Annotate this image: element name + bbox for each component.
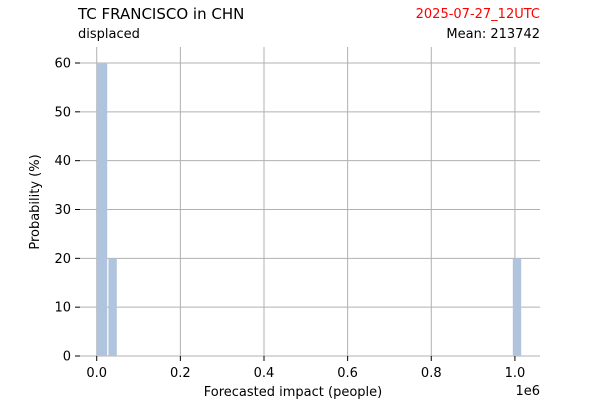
forecast-date: 2025-07-27_12UTC <box>415 7 540 22</box>
y-tick-label: 10 <box>54 301 71 316</box>
x-axis-offset-label: 1e6 <box>515 384 540 399</box>
axes: 0 10 20 30 40 50 60 0.0 0.2 0.4 0.6 0.8 1.0 <box>54 57 525 382</box>
y-tick-label: 30 <box>54 203 71 218</box>
y-tick-label: 20 <box>54 252 71 267</box>
bar-2 <box>512 258 522 356</box>
y-tick-label: 60 <box>54 57 71 72</box>
bars <box>96 63 522 356</box>
x-tick-label: 0.2 <box>170 366 191 381</box>
y-axis-label: Probability (%) <box>28 154 43 249</box>
bar-0 <box>96 63 108 356</box>
bar-1 <box>108 258 117 356</box>
y-tick-label: 50 <box>54 105 71 120</box>
mean-readout: Mean: 213742 <box>446 27 540 42</box>
x-tick-label: 0.6 <box>337 366 358 381</box>
x-tick-label: 0.0 <box>86 366 107 381</box>
mean-value: 213742 <box>490 27 540 42</box>
x-tick-label: 1.0 <box>505 366 526 381</box>
y-tick-label: 0 <box>63 350 71 365</box>
grid-lines <box>80 47 540 357</box>
x-tick-label: 0.4 <box>254 366 275 381</box>
x-axis-label: Forecasted impact (people) <box>204 385 382 400</box>
mean-label: Mean: <box>446 27 487 42</box>
y-tick-label: 40 <box>54 154 71 169</box>
x-tick-label: 0.8 <box>421 366 442 381</box>
chart-title: TC FRANCISCO in CHN <box>78 5 245 23</box>
chart-subtitle: displaced <box>78 27 140 42</box>
